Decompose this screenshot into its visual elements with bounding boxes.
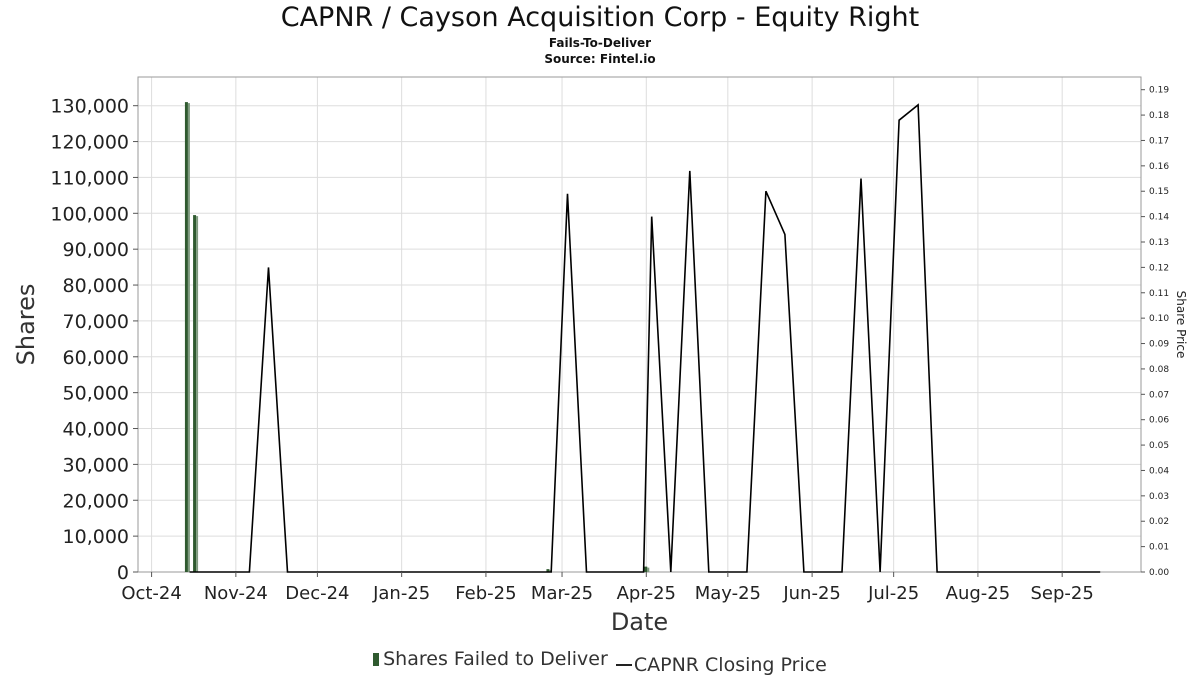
y2-tick-label: 0.10	[1149, 314, 1169, 324]
legend-label-price: CAPNR Closing Price	[633, 653, 827, 676]
x-tick-label: Oct-24	[121, 583, 182, 604]
y2-tick-label: 0.16	[1149, 162, 1169, 172]
y-tick-label: 0	[117, 562, 129, 584]
y-tick-label: 50,000	[63, 383, 129, 405]
bar-shade	[187, 103, 190, 572]
chart-subtitle: Fails-To-Deliver	[548, 36, 652, 50]
y-tick-label: 60,000	[63, 347, 129, 369]
y2-tick-label: 0.03	[1149, 492, 1169, 502]
x-axis-label: Date	[611, 608, 668, 636]
legend-item-price[interactable]: CAPNR Closing Price	[614, 654, 827, 676]
y-tick-label: 100,000	[50, 203, 129, 225]
x-tick-label: Jun-25	[782, 583, 841, 604]
grid	[138, 77, 1141, 573]
x-tick-label: Mar-25	[531, 583, 593, 604]
y2-tick-label: 0.19	[1149, 86, 1169, 96]
x-tick-label: Apr-25	[617, 583, 676, 604]
y-tick-label: 130,000	[50, 96, 129, 118]
bar	[184, 102, 188, 572]
legend-item-shares[interactable]: Shares Failed to Deliver	[373, 648, 608, 670]
y2-tick-label: 0.07	[1149, 390, 1169, 400]
bar-swatch-icon	[373, 652, 380, 666]
y-tick-label: 80,000	[63, 275, 129, 297]
x-tick-label: Jul-25	[867, 583, 919, 604]
y2-tick-label: 0.09	[1149, 340, 1169, 350]
y2-tick-label: 0.02	[1149, 517, 1169, 527]
chart-source: Source: Fintel.io	[544, 52, 656, 66]
x-axis-ticks: Oct-24 Nov-24 Dec-24 Jan-25 Feb-25 Mar-25 Apr-…	[121, 572, 1094, 604]
bar-shade	[196, 216, 199, 572]
legend-label-shares: Shares Failed to Deliver	[383, 648, 608, 670]
x-tick-label: Jan-25	[372, 583, 430, 604]
price-line	[189, 103, 1101, 573]
y2-tick-label: 0.01	[1149, 543, 1169, 553]
y2-tick-label: 0.12	[1149, 263, 1169, 273]
fails-to-deliver-chart: 0 10,000 20,000 30,000 40,000 50,000 60,000 70,…	[12, 76, 1188, 636]
bar	[546, 569, 550, 572]
y2-tick-label: 0.06	[1149, 416, 1169, 426]
y-tick-label: 10,000	[63, 526, 129, 548]
y2-tick-label: 0.08	[1149, 365, 1169, 375]
y2-tick-label: 0.15	[1149, 187, 1169, 197]
y2-tick-label: 0.00	[1149, 568, 1169, 578]
y2-axis-label: Share Price	[1174, 291, 1188, 359]
y2-tick-label: 0.05	[1149, 441, 1169, 451]
bar	[644, 566, 648, 572]
y-tick-label: 70,000	[63, 311, 129, 333]
y2-tick-label: 0.13	[1149, 238, 1169, 248]
y2-tick-label: 0.04	[1149, 466, 1169, 476]
y2-tick-label: 0.11	[1149, 289, 1169, 299]
y-axis-label: Shares	[12, 284, 40, 366]
y2-tick-label: 0.17	[1149, 136, 1169, 146]
x-tick-label: Sep-25	[1031, 583, 1094, 604]
x-tick-label: Nov-24	[204, 583, 268, 604]
y2-tick-label: 0.18	[1149, 111, 1169, 121]
y-tick-label: 110,000	[50, 167, 129, 189]
y-tick-label: 30,000	[63, 454, 129, 476]
legend: Shares Failed to Deliver CAPNR Closing P…	[0, 648, 1200, 676]
y2-axis-ticks: 0.00 0.01 0.02 0.03 0.04 0.05 0.06 0.07 0.08 0.09…	[1141, 86, 1169, 578]
y-axis-ticks: 0 10,000 20,000 30,000 40,000 50,000 60,000 70,…	[50, 96, 138, 584]
y-tick-label: 40,000	[63, 419, 129, 441]
x-tick-label: Feb-25	[455, 583, 516, 604]
y-tick-label: 120,000	[50, 132, 129, 154]
x-tick-label: Dec-24	[285, 583, 349, 604]
y2-tick-label: 0.14	[1149, 213, 1169, 223]
x-tick-label: Aug-25	[946, 583, 1011, 604]
bar	[193, 215, 197, 572]
y-tick-label: 90,000	[63, 239, 129, 261]
price-line-series	[189, 103, 1101, 573]
y-tick-label: 20,000	[63, 490, 129, 512]
bar-shade	[647, 567, 650, 572]
x-tick-label: May-25	[695, 583, 761, 604]
plot-frame	[137, 76, 1142, 573]
line-swatch-icon	[615, 663, 632, 666]
chart-title: CAPNR / Cayson Acquisition Corp - Equity…	[280, 2, 920, 33]
